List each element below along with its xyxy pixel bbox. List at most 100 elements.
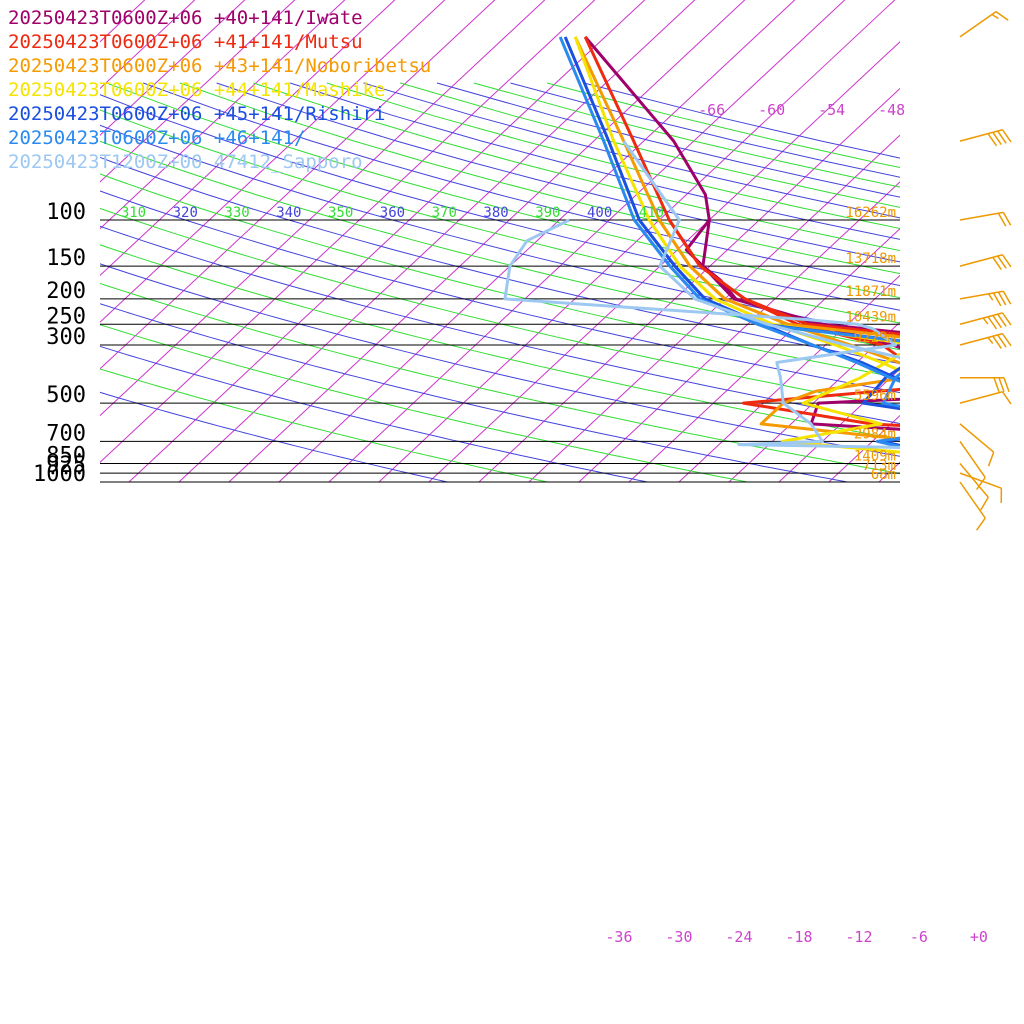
wind-barb-staff (959, 423, 995, 453)
wind-barb-flag (976, 517, 986, 531)
pressure-label: 300 (46, 325, 86, 350)
isotherm-line (678, 274, 900, 483)
wind-barb-flag (1001, 129, 1012, 143)
wind-barb-flag (997, 313, 1007, 327)
dewpoint-line (503, 218, 900, 449)
pressure-label: 500 (46, 383, 86, 408)
dry-adiabat-line (100, 391, 448, 483)
temperature-line (573, 36, 900, 365)
isotherm-line (728, 321, 900, 483)
pressure-label: 100 (46, 200, 86, 225)
wind-barb-flag (997, 291, 1007, 306)
isotherm-line (828, 414, 900, 483)
wind-barb (959, 211, 1012, 227)
wind-barb-flag (997, 255, 1007, 269)
wind-barb-flag (998, 377, 1005, 392)
theta-label: 390 (535, 205, 560, 221)
temperature-line (583, 36, 900, 360)
temperature-line (622, 140, 900, 360)
isotherm-line (228, 0, 746, 483)
isotherm-line (878, 461, 900, 483)
pressure-label: 250 (46, 304, 86, 329)
isotherm-line (100, 0, 346, 230)
height-label: 10439m (845, 309, 896, 325)
isotherm-line (478, 87, 900, 483)
theta-label: 370 (432, 205, 457, 221)
wind-barb-flag (997, 212, 1007, 227)
dry-adiabat-line (100, 109, 900, 324)
wind-barb (959, 129, 1012, 147)
isotherm-line (628, 227, 900, 483)
dry-adiabat-line (100, 156, 900, 365)
wind-barb-flag (1002, 290, 1012, 305)
height-label: 713m (862, 458, 896, 474)
dry-adiabat-line (473, 82, 900, 188)
upper-isotherm-label: -54 (818, 101, 845, 119)
wind-barb (960, 376, 1010, 392)
theta-label: 410 (639, 205, 664, 221)
dry-adiabat-line (100, 244, 900, 441)
wind-barb-flag (987, 451, 995, 467)
sounding-profiles (503, 35, 900, 454)
dry-adiabat-line (253, 82, 900, 252)
upper-isotherm-label: -60 (758, 101, 785, 119)
wind-barb-staff (959, 290, 1004, 300)
wind-barb (959, 290, 1012, 307)
theta-label: 350 (328, 205, 353, 221)
wind-barb-flag (987, 316, 998, 330)
pressure-label: 850 (46, 444, 86, 469)
pressure-label: 200 (46, 279, 86, 304)
wind-barb-staff (959, 129, 1003, 142)
dry-adiabat-line (100, 368, 548, 483)
dry-adiabat-line (106, 82, 900, 299)
wind-barb-flag (1001, 254, 1012, 268)
wind-barb-half-flag (982, 317, 989, 325)
wind-barb-staff (959, 472, 1002, 489)
temperature-tick-label: -12 (845, 928, 872, 946)
isotherm-line (128, 0, 646, 483)
legend: 20250423T0600Z+06 +40+141/Iwate20250423T… (8, 7, 431, 173)
wind-barb-half-flag (987, 293, 994, 301)
isotherm-line (178, 0, 696, 483)
dry-adiabat-line (436, 82, 900, 198)
theta-label: 360 (380, 205, 405, 221)
wind-barb-staff (959, 391, 1003, 404)
wind-barb (959, 11, 1009, 38)
dry-adiabat-line (100, 345, 648, 483)
upper-isotherm-label: -48 (878, 101, 905, 119)
height-label: 2984m (854, 426, 896, 442)
isotherm-line (378, 0, 896, 483)
wind-barb-staff (959, 312, 1003, 325)
isotherm-line (100, 0, 446, 323)
dry-adiabat-line (510, 82, 900, 178)
wind-barb-flag (992, 315, 1002, 329)
dry-adiabat-line (179, 82, 900, 275)
isotherm-line (929, 0, 1024, 482)
height-label: 13718m (845, 251, 896, 267)
theta-label: 320 (173, 205, 198, 221)
wind-barb-flag (976, 477, 986, 491)
wind-barbs (959, 11, 1012, 531)
wind-barb-flag (1003, 377, 1010, 392)
theta-label: 340 (276, 205, 301, 221)
dry-adiabat-line (100, 263, 900, 457)
wind-barb-staff (959, 440, 986, 478)
wind-barb-staff (959, 481, 986, 519)
wind-barb (959, 391, 1012, 405)
temperature-tick-label: -24 (725, 928, 752, 946)
wind-barb-flag (997, 334, 1007, 348)
dry-adiabat-line (100, 303, 848, 483)
wind-barb-flag (987, 133, 998, 147)
temperature-line (573, 36, 900, 373)
pressure-label: 150 (46, 246, 86, 271)
isotherm-line (100, 0, 496, 370)
wind-barb (959, 312, 1012, 330)
legend-entry: 20250423T0600Z+06 +43+141/Noboribetsu (8, 55, 431, 77)
dry-adiabat-line (583, 82, 900, 159)
isotherm-line (578, 181, 900, 483)
isotherm-line (278, 0, 796, 483)
theta-label: 310 (121, 205, 146, 221)
isotherm-line (100, 0, 396, 277)
wind-barb-flag (1002, 211, 1012, 226)
